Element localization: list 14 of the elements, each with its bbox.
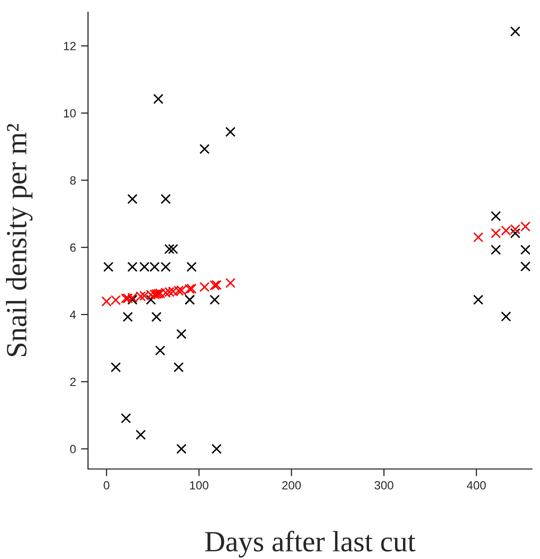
y-axis-title: Snail density per m² [6, 124, 33, 356]
y-tick-label: 0 [70, 444, 76, 454]
x-tick-label: 0 [104, 481, 110, 490]
y-tick-label: 4 [70, 310, 76, 319]
x-tick-label: 200 [282, 481, 301, 490]
y-tick-label: 12 [64, 42, 76, 50]
x-axis-title: Days after last cut [205, 530, 416, 558]
y-tick-label: 2 [70, 378, 76, 386]
x-tick-label: 400 [466, 481, 486, 490]
x-tick-label: 100 [190, 481, 208, 490]
y-tick-label: 8 [70, 176, 76, 185]
x-tick-label: 300 [374, 481, 394, 490]
y-tick-label: 10 [64, 109, 76, 118]
y-tick-label: 6 [70, 243, 76, 252]
